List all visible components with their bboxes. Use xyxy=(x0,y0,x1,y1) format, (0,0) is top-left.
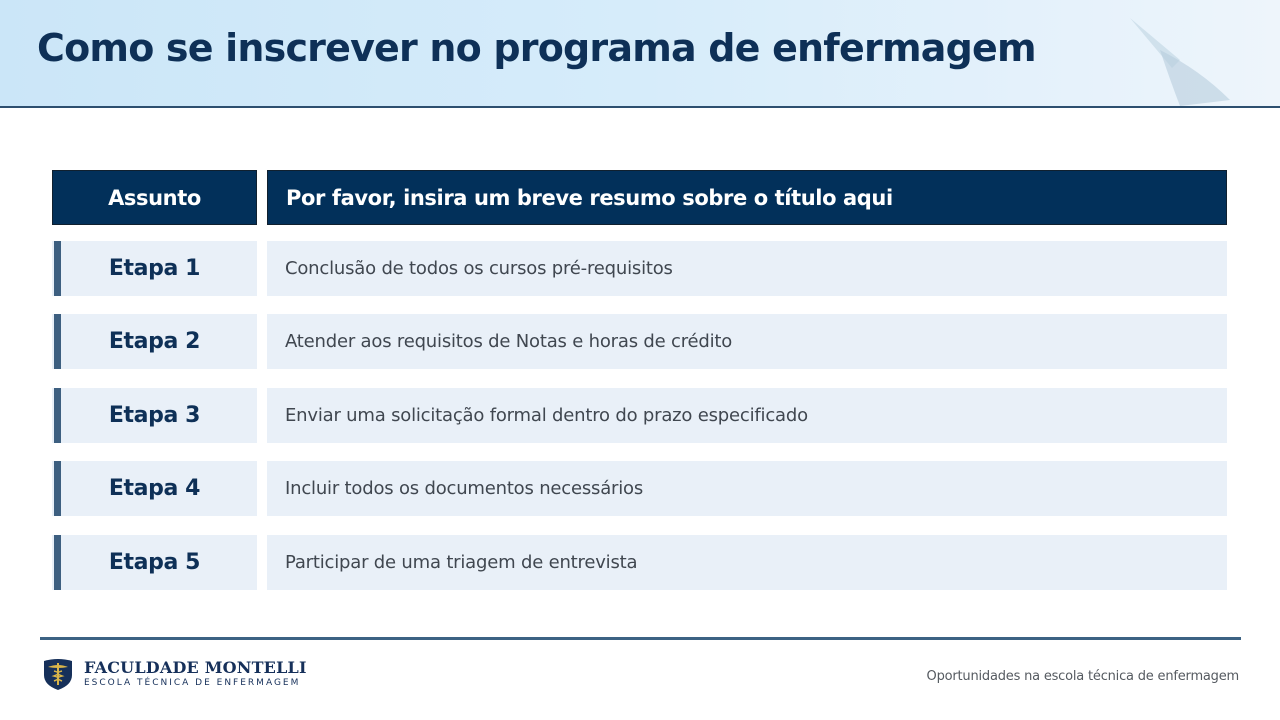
footer-divider xyxy=(40,637,1241,640)
step-label: Etapa 1 xyxy=(108,256,201,281)
page-title: Como se inscrever no programa de enferma… xyxy=(37,26,1037,70)
accent-bar xyxy=(54,461,61,516)
step-cell: Etapa 1 xyxy=(52,241,257,296)
description-cell: Participar de uma triagem de entrevista xyxy=(267,535,1227,590)
table-row: Etapa 5 Participar de uma triagem de ent… xyxy=(52,535,1227,590)
accent-bar xyxy=(54,388,61,443)
description-cell: Conclusão de todos os cursos pré-requisi… xyxy=(267,241,1227,296)
table-row: Etapa 4 Incluir todos os documentos nece… xyxy=(52,461,1227,516)
logo-name: FACULDADE MONTELLI xyxy=(84,658,307,677)
step-label: Etapa 4 xyxy=(108,476,201,501)
header-banner: Como se inscrever no programa de enferma… xyxy=(0,0,1280,108)
step-label: Etapa 3 xyxy=(108,403,201,428)
caduceus-shield-icon xyxy=(44,659,72,690)
description-cell: Incluir todos os documentos necessários xyxy=(267,461,1227,516)
step-label: Etapa 2 xyxy=(108,329,201,354)
logo-subtitle: ESCOLA TÉCNICA DE ENFERMAGEM xyxy=(84,678,301,688)
accent-bar xyxy=(54,314,61,369)
table-header-summary: Por favor, insira um breve resumo sobre … xyxy=(267,170,1227,225)
table-row: Etapa 3 Enviar uma solicitação formal de… xyxy=(52,388,1227,443)
syringe-illustration-icon xyxy=(1130,18,1230,106)
description-cell: Enviar uma solicitação formal dentro do … xyxy=(267,388,1227,443)
step-cell: Etapa 2 xyxy=(52,314,257,369)
school-logo: FACULDADE MONTELLI ESCOLA TÉCNICA DE ENF… xyxy=(42,657,307,691)
step-cell: Etapa 5 xyxy=(52,535,257,590)
table-row: Etapa 1 Conclusão de todos os cursos pré… xyxy=(52,241,1227,296)
accent-bar xyxy=(54,241,61,296)
footer-tagline: Oportunidades na escola técnica de enfer… xyxy=(926,669,1240,684)
step-label: Etapa 5 xyxy=(108,550,201,575)
description-cell: Atender aos requisitos de Notas e horas … xyxy=(267,314,1227,369)
step-cell: Etapa 4 xyxy=(52,461,257,516)
accent-bar xyxy=(54,535,61,590)
table-header-subject: Assunto xyxy=(52,170,257,225)
table-row: Etapa 2 Atender aos requisitos de Notas … xyxy=(52,314,1227,369)
step-cell: Etapa 3 xyxy=(52,388,257,443)
